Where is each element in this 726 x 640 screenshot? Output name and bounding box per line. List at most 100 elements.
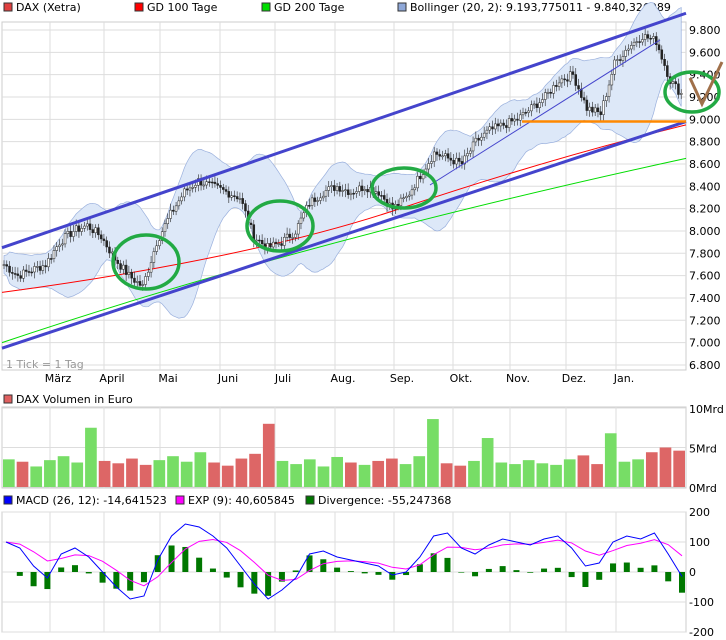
volume-bar xyxy=(427,419,439,487)
candle xyxy=(469,150,472,154)
candle xyxy=(360,185,364,191)
divergence-bar xyxy=(375,572,382,575)
candle xyxy=(463,155,466,165)
candle xyxy=(530,104,533,112)
volume-bar xyxy=(468,460,480,487)
candle xyxy=(507,118,511,128)
candle xyxy=(285,233,289,238)
trend-channel-upper xyxy=(1,11,687,250)
candle xyxy=(480,136,483,141)
volume-bar xyxy=(386,458,398,487)
y-tick-label: 10Mrd xyxy=(689,403,724,416)
candle xyxy=(13,273,17,275)
candle xyxy=(108,246,111,254)
candle xyxy=(535,103,539,108)
y-tick-label: 0Mrd xyxy=(689,482,717,495)
volume-bar xyxy=(262,423,275,487)
volume-bar xyxy=(98,460,111,487)
volume-bar xyxy=(303,459,316,487)
candle xyxy=(133,277,136,283)
divergence-bar xyxy=(499,566,506,572)
divergence-bar xyxy=(168,545,175,572)
divergence-bar xyxy=(30,572,37,587)
candle xyxy=(63,233,67,245)
candle xyxy=(574,74,578,86)
volume-bar xyxy=(618,461,631,487)
candle xyxy=(97,227,100,236)
candle xyxy=(177,200,181,207)
candle xyxy=(58,244,61,247)
candle xyxy=(333,185,336,191)
candle xyxy=(513,118,516,122)
divergence-bar xyxy=(223,572,230,578)
legend-swatch xyxy=(3,2,13,12)
candle xyxy=(321,195,325,199)
candle xyxy=(521,112,525,116)
candle xyxy=(602,100,605,115)
candle xyxy=(8,265,11,273)
divergence-bar xyxy=(623,562,630,572)
candle xyxy=(130,271,133,279)
candle xyxy=(308,205,311,207)
candle xyxy=(568,71,572,82)
divergence-bar xyxy=(251,572,258,594)
candle xyxy=(505,125,508,128)
candle xyxy=(638,41,641,43)
volume-bar xyxy=(167,456,179,487)
legend-label: GD 100 Tage xyxy=(147,1,218,14)
candle xyxy=(491,126,494,130)
trend-line-inner xyxy=(429,39,661,186)
candle xyxy=(355,191,358,194)
volume-bar xyxy=(563,459,576,487)
candle xyxy=(352,192,355,195)
candle xyxy=(510,118,514,122)
divergence-bar xyxy=(16,572,23,576)
candle xyxy=(208,181,211,183)
candle xyxy=(652,36,655,39)
candle xyxy=(194,185,197,188)
divergence-bar xyxy=(651,565,658,572)
exp-signal-line xyxy=(5,538,683,587)
volume-bar xyxy=(290,464,302,487)
candle xyxy=(299,217,303,224)
divergence-bar xyxy=(196,557,203,572)
volume-bar xyxy=(44,460,56,487)
candle xyxy=(671,81,675,84)
highlight-circle xyxy=(245,199,315,253)
volume-bar xyxy=(126,458,138,487)
candle xyxy=(149,262,153,273)
y-tick-label: 8.400 xyxy=(689,180,721,193)
candle xyxy=(588,106,591,111)
candle xyxy=(488,126,491,131)
candle xyxy=(19,275,22,279)
candle xyxy=(632,41,636,46)
candle xyxy=(485,129,489,134)
candle xyxy=(502,122,505,126)
candle xyxy=(399,197,403,206)
candle xyxy=(499,122,503,127)
candle xyxy=(313,197,317,202)
divergence-bar xyxy=(596,572,603,580)
candle xyxy=(518,114,522,121)
candle xyxy=(618,59,622,61)
volume-bar xyxy=(440,463,453,487)
candle xyxy=(191,187,194,189)
x-tick-label: April xyxy=(99,372,124,385)
divergence-bar xyxy=(416,564,423,572)
candle xyxy=(152,251,156,263)
y-tick-label: 200 xyxy=(689,506,710,519)
candle xyxy=(402,197,405,200)
volume-bar xyxy=(30,466,43,487)
candle xyxy=(69,230,72,237)
bollinger-band xyxy=(3,2,682,319)
divergence-bar xyxy=(71,565,78,572)
legend-label: MACD (26, 12): -14,641523 xyxy=(16,494,167,507)
candle xyxy=(663,59,666,66)
volume-bar xyxy=(276,460,289,487)
candle xyxy=(277,243,281,245)
candle xyxy=(435,151,439,155)
candle xyxy=(230,195,233,198)
candle xyxy=(327,186,330,191)
candle xyxy=(233,195,236,197)
candle xyxy=(596,107,600,112)
